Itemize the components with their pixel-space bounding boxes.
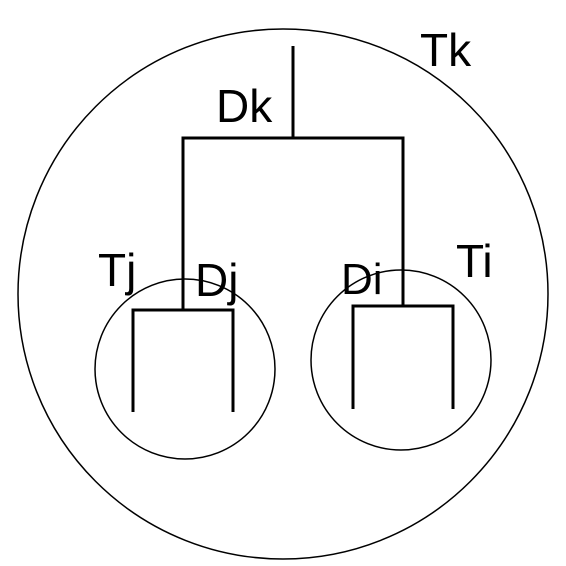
label-ti: Ti	[456, 235, 493, 287]
label-tj: Tj	[98, 244, 136, 296]
inner-circle-ti	[310, 269, 492, 451]
inner-circle-tj	[94, 278, 276, 460]
label-dj: Dj	[195, 254, 238, 306]
dendrogram-root-merge	[181, 136, 405, 309]
label-tk: Tk	[420, 24, 472, 76]
label-dk: Dk	[216, 80, 273, 132]
outer-circle-tk	[17, 28, 549, 560]
dendrogram-right-merge	[351, 304, 455, 409]
label-di: Di	[341, 255, 383, 304]
dendrogram-left-merge	[131, 308, 235, 412]
